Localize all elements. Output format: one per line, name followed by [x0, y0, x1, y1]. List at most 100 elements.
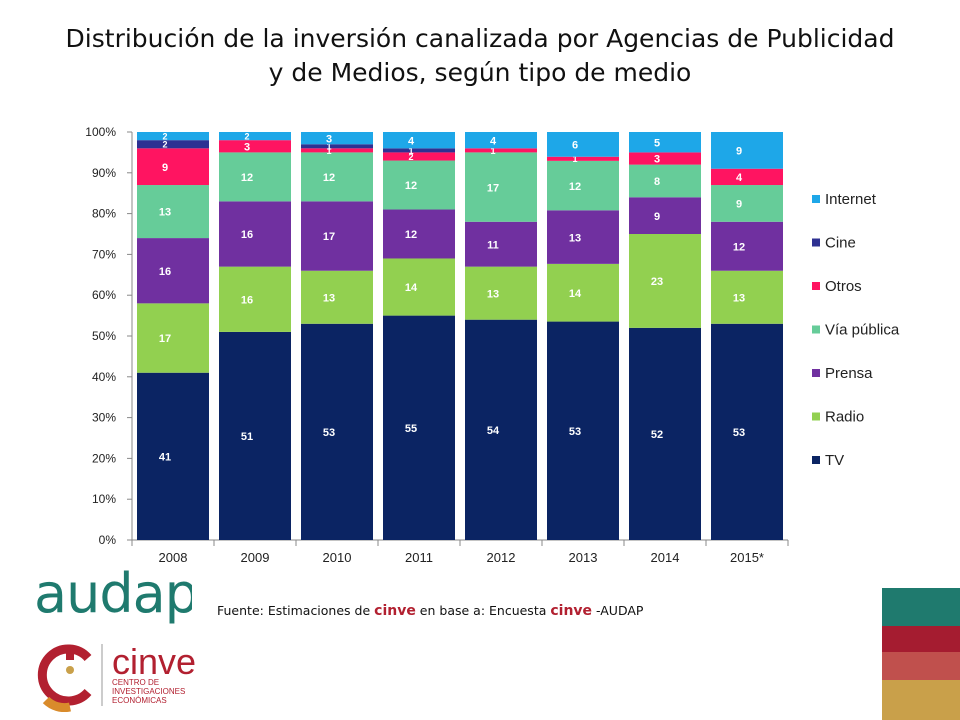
bar-segment — [711, 185, 783, 222]
data-label: 13 — [733, 292, 745, 304]
bar-segment — [137, 372, 209, 540]
data-label: 3 — [654, 154, 660, 166]
data-label: 13 — [323, 292, 335, 304]
x-tick-label: 2013 — [569, 550, 598, 565]
x-tick-label: 2014 — [651, 550, 680, 565]
source-middle: en base a: Encuesta — [415, 603, 551, 618]
bar-segment — [711, 221, 783, 271]
y-tick-label: 40% — [92, 370, 116, 384]
y-tick-label: 10% — [92, 492, 116, 506]
bar-segment — [711, 270, 783, 324]
data-label: 13 — [159, 207, 171, 219]
x-tick-label: 2009 — [241, 550, 270, 565]
bar-segment — [301, 132, 373, 145]
data-label: 17 — [487, 182, 499, 194]
source-prefix: Fuente: Estimaciones de — [217, 603, 375, 618]
legend-swatch — [812, 325, 820, 334]
bar-segment — [301, 144, 373, 149]
bar-segment — [383, 132, 455, 149]
data-label: 3 — [326, 133, 332, 145]
bar-segment — [383, 152, 455, 161]
bar-segment — [383, 258, 455, 316]
bar-segment — [301, 201, 373, 271]
data-label: 5 — [654, 137, 660, 149]
y-tick-label: 90% — [92, 166, 116, 180]
data-label: 16 — [241, 294, 253, 306]
cinve-logo: cinve CENTRO DE INVESTIGACIONES ECONÓMIC… — [37, 641, 196, 712]
data-label: 53 — [323, 427, 335, 439]
source-suffix: -AUDAP — [592, 603, 644, 618]
legend-label: Prensa — [825, 365, 873, 382]
y-tick-label: 80% — [92, 207, 116, 221]
bar-segment — [137, 148, 209, 186]
data-label: 2 — [162, 132, 167, 142]
data-label: 12 — [405, 229, 417, 241]
bar-segment — [465, 148, 537, 153]
x-tick-label: 2015* — [730, 550, 764, 565]
data-label: 2 — [244, 132, 249, 142]
data-label: 1 — [408, 146, 413, 156]
bar-segment — [547, 321, 619, 540]
bar-segment — [383, 148, 455, 153]
data-label: 51 — [241, 431, 253, 443]
y-tick-label: 100% — [85, 125, 116, 139]
data-label: 11 — [487, 239, 499, 251]
bar-segment — [301, 152, 373, 202]
x-tick-label: 2011 — [405, 550, 433, 565]
decorative-block — [882, 588, 960, 626]
bar-segment — [629, 152, 701, 165]
bar-segment — [465, 132, 537, 149]
bar-segment — [383, 160, 455, 210]
bar-segment — [137, 185, 209, 239]
data-label: 23 — [651, 276, 663, 288]
bar-segment — [137, 132, 209, 141]
chart-title-line2: y de Medios, según tipo de medio — [268, 58, 692, 87]
bar-segment — [137, 238, 209, 304]
data-label: 12 — [405, 180, 417, 192]
data-label: 52 — [651, 429, 663, 441]
data-label: 53 — [569, 426, 581, 438]
data-label: 17 — [323, 231, 335, 243]
legend-swatch — [812, 195, 820, 203]
bar-segment — [137, 303, 209, 373]
data-label: 17 — [159, 333, 171, 345]
bar-segment — [547, 263, 619, 322]
legend-swatch — [812, 369, 820, 377]
bar-segment — [711, 323, 783, 540]
data-label: 16 — [241, 229, 253, 241]
decorative-block — [882, 680, 960, 720]
data-label: 2 — [162, 140, 167, 150]
chart-title: Distribución de la inversión canalizada … — [0, 22, 960, 90]
bar-segment — [547, 210, 619, 264]
bar-segment — [711, 132, 783, 169]
data-label: 1 — [490, 146, 495, 156]
bar-segment — [629, 132, 701, 153]
data-label: 9 — [736, 199, 742, 211]
y-tick-label: 60% — [92, 288, 116, 302]
legend-label: TV — [825, 452, 844, 469]
legend-swatch — [812, 456, 820, 464]
bar-segment — [219, 132, 291, 141]
legend-label: Cine — [825, 235, 856, 252]
data-label: 1 — [572, 154, 577, 164]
bar-segment — [547, 160, 619, 211]
data-label: 4 — [736, 172, 743, 184]
bar-segment — [383, 315, 455, 540]
data-label: 9 — [654, 211, 660, 223]
cinve-logo-text: cinve — [112, 641, 196, 682]
bar-segment — [629, 197, 701, 234]
data-label: 12 — [241, 172, 253, 184]
data-label: 41 — [159, 452, 171, 464]
bar-segment — [465, 319, 537, 540]
data-label: 4 — [408, 135, 415, 147]
data-label: 3 — [244, 141, 250, 153]
bar-segment — [219, 331, 291, 540]
data-label: 54 — [487, 425, 500, 437]
bar-segment — [301, 270, 373, 324]
data-label: 55 — [405, 423, 417, 435]
data-label: 12 — [569, 181, 581, 193]
y-tick-label: 30% — [92, 411, 116, 425]
data-label: 4 — [490, 135, 497, 147]
bar-segment — [465, 152, 537, 222]
data-label: 1 — [326, 142, 331, 152]
